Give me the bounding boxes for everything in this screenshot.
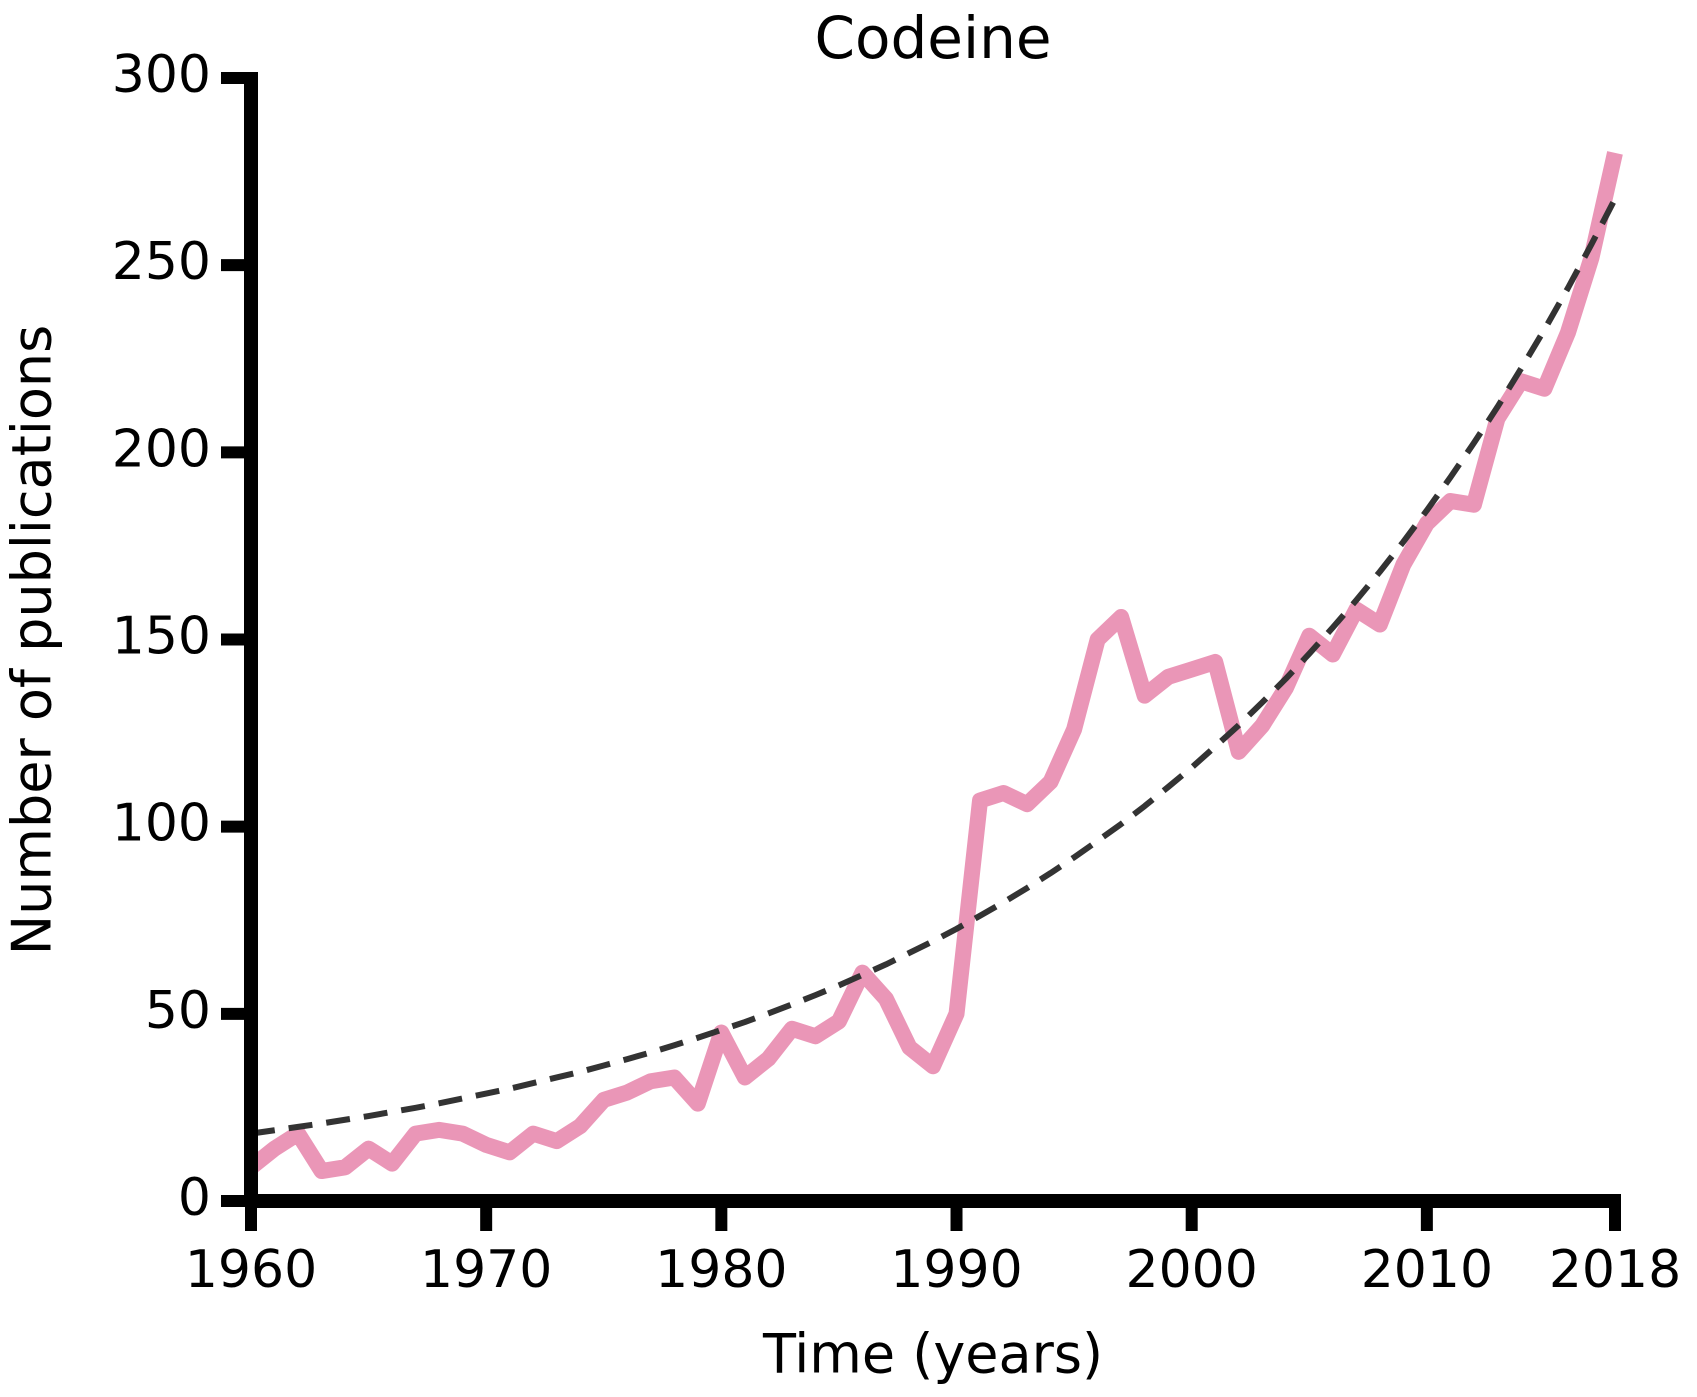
- x-tick-label: 1990: [890, 1240, 1022, 1300]
- y-axis-label: Number of publications: [1, 325, 64, 955]
- chart-title: Codeine: [814, 4, 1051, 72]
- y-tick-label: 200: [112, 419, 211, 479]
- y-tick-label: 100: [112, 794, 211, 854]
- x-tick-label: 1970: [420, 1240, 552, 1300]
- x-tick-label: 2000: [1126, 1240, 1258, 1300]
- y-tick-label: 250: [112, 232, 211, 292]
- x-tick-label: 2018: [1549, 1240, 1681, 1300]
- fit-line: [250, 197, 1618, 1137]
- y-tick-label: 150: [112, 607, 211, 667]
- x-axis-label: Time (years): [762, 1323, 1103, 1386]
- y-tick-label: 300: [112, 45, 211, 105]
- y-tick-label: 0: [178, 1168, 211, 1228]
- x-tick-label: 1960: [185, 1240, 317, 1300]
- data-line: [246, 151, 1623, 1180]
- x-tick-label: 2010: [1361, 1240, 1493, 1300]
- y-tick-label: 50: [145, 981, 211, 1041]
- x-tick-label: 1980: [655, 1240, 787, 1300]
